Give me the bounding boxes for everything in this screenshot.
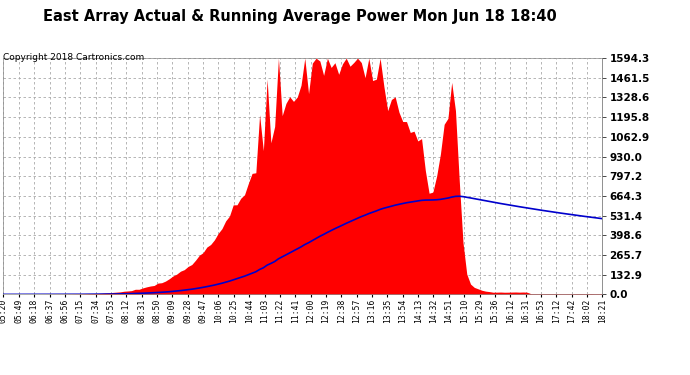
Text: Copyright 2018 Cartronics.com: Copyright 2018 Cartronics.com [3,53,145,62]
Text: East Array Actual & Running Average Power Mon Jun 18 18:40: East Array Actual & Running Average Powe… [43,9,557,24]
